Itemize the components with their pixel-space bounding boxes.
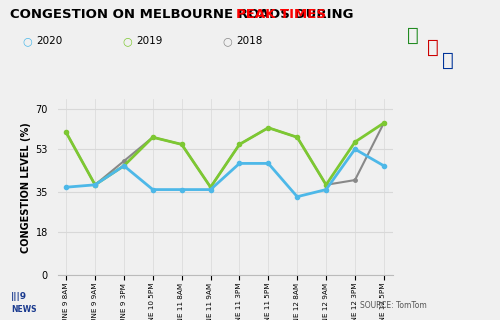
Text: 🚗: 🚗 [426, 38, 438, 57]
Text: ○: ○ [222, 36, 232, 46]
Text: 🚗: 🚗 [442, 51, 454, 70]
Text: PEAK TIMES: PEAK TIMES [236, 8, 326, 21]
Text: SOURCE: TomTom: SOURCE: TomTom [360, 301, 427, 310]
Text: NEWS: NEWS [11, 305, 36, 314]
Y-axis label: CONGESTION LEVEL (%): CONGESTION LEVEL (%) [21, 122, 31, 252]
Text: ○: ○ [122, 36, 132, 46]
Text: 2020: 2020 [36, 36, 62, 46]
Text: 2018: 2018 [236, 36, 262, 46]
Text: |||9: |||9 [11, 292, 27, 301]
Text: 2019: 2019 [136, 36, 162, 46]
Text: CONGESTION ON MELBOURNE ROADS DURING: CONGESTION ON MELBOURNE ROADS DURING [10, 8, 358, 21]
Text: 🚗: 🚗 [406, 26, 418, 44]
Text: ○: ○ [22, 36, 32, 46]
